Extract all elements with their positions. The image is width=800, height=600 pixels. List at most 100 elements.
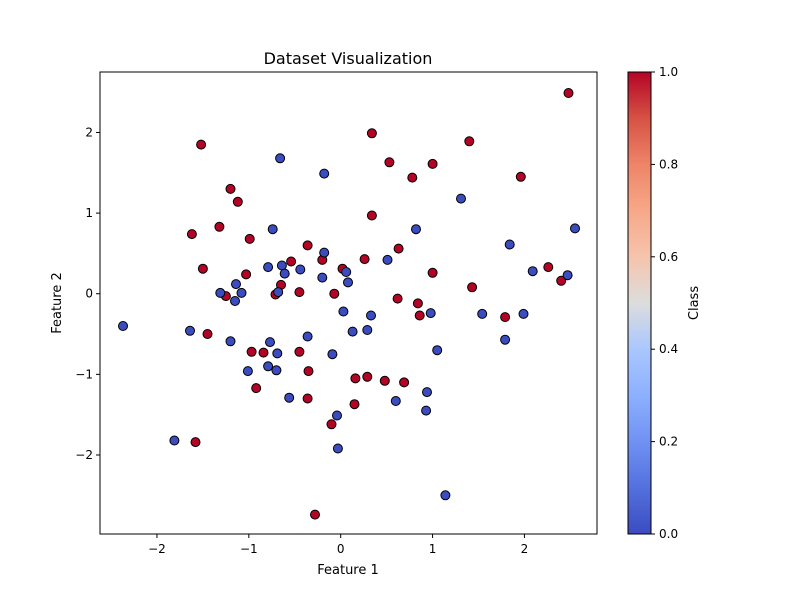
colorbar [627,71,652,535]
x-tick-label: 2 [521,542,529,556]
data-point [230,296,240,306]
data-point [295,264,306,275]
data-point [265,337,275,348]
data-point [421,405,432,416]
data-point [392,293,403,304]
data-point [225,183,236,194]
data-point [196,139,207,150]
data-point [518,308,529,319]
y-tick-label: −2 [75,448,93,462]
data-point [393,243,404,254]
data-point [214,221,225,232]
data-point [477,308,488,319]
colorbar-tick-label: 0.0 [659,527,678,541]
data-point [412,298,423,309]
data-point [236,287,247,298]
data-point [241,269,252,280]
data-point [263,361,274,372]
colorbar-tick-label: 0.2 [659,435,678,449]
data-point [440,490,451,501]
colorbar-ticks: 0.0 0.2 0.4 0.6 0.8 1.0 [651,65,678,541]
data-point [456,193,466,204]
data-point [350,373,361,384]
data-point [251,383,262,394]
data-point [399,377,410,388]
data-point [359,254,370,265]
y-axis-ticks: −2 −1 0 1 2 [75,125,100,462]
data-point [366,210,377,221]
x-tick-label: 1 [429,542,437,556]
data-point [317,272,328,283]
colorbar-label: Class [687,286,702,320]
data-point [279,268,290,279]
data-point [225,336,236,347]
data-point [332,443,343,454]
data-point [275,153,286,164]
data-point [231,279,241,290]
data-point [362,325,373,335]
data-point [366,128,377,139]
data-point [570,223,580,234]
data-point [349,399,360,410]
data-point [190,437,201,448]
data-point [332,410,342,421]
data-point [272,348,283,359]
colorbar-tick-label: 0.6 [659,250,678,264]
y-tick-label: −1 [75,367,93,381]
colorbar-tick-label: 0.8 [659,157,678,171]
x-tick-label: −1 [240,542,258,556]
data-point [169,435,180,446]
data-point [319,247,330,258]
data-point [427,158,438,169]
colorbar-tick-label: 1.0 [659,65,678,79]
data-point [294,346,305,357]
data-point [294,287,305,298]
data-point [258,347,269,358]
data-point [267,224,278,235]
colorbar-tick-label: 0.4 [659,342,678,356]
data-point [244,233,255,244]
data-point [527,266,538,277]
data-point [515,171,526,182]
x-tick-label: −2 [148,542,166,556]
data-point [500,312,511,323]
data-point [562,270,573,281]
data-point [341,267,352,277]
data-point [338,306,349,317]
data-point [556,275,567,286]
y-tick-label: 2 [85,125,93,139]
data-points [118,88,580,520]
data-point [467,282,478,293]
data-point [422,387,432,398]
data-point [329,288,340,299]
chart-title: Dataset Visualization [264,49,433,68]
data-point [366,310,376,321]
data-point [543,262,554,273]
data-point [310,509,320,520]
data-point [382,254,393,265]
data-point [347,326,358,337]
data-point [302,331,313,342]
data-point [500,334,511,345]
data-point [326,419,337,430]
data-point [242,366,253,377]
data-point [427,267,438,278]
data-point [215,287,226,298]
data-point [302,393,313,404]
data-point [411,224,421,235]
y-tick-label: 0 [85,287,93,301]
data-point [407,172,418,183]
data-point [246,346,257,357]
data-point [327,349,338,360]
y-axis-label: Feature 2 [50,272,65,334]
data-point [319,168,330,179]
data-point [390,396,401,406]
data-point [197,263,208,274]
data-point [425,308,436,319]
data-point [362,371,373,382]
data-point [273,287,284,298]
x-tick-label: 0 [337,542,345,556]
data-point [263,262,274,273]
data-point [432,345,443,356]
